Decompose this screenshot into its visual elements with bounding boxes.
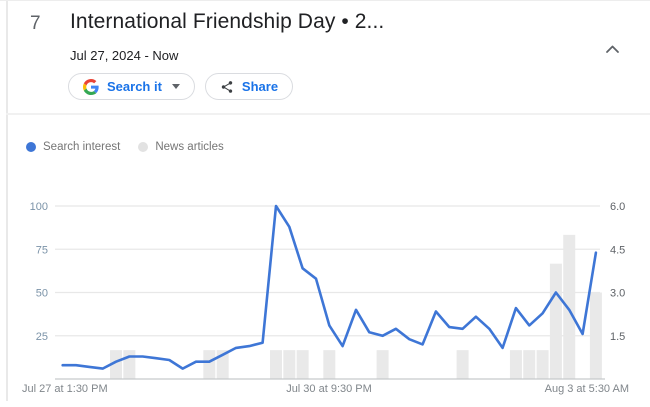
- news-bar: [509, 350, 522, 379]
- chart-area[interactable]: 100 75 50 25 6.0 4.5 3.0 1.5 Jul 27 at 1:30 PM Ju…: [0, 196, 650, 402]
- x-axis-label: Jul 30 at 9:30 PM: [286, 383, 372, 395]
- news-bar: [110, 350, 123, 379]
- search-it-button[interactable]: Search it: [68, 73, 195, 100]
- chevron-up-icon: [605, 45, 619, 53]
- share-icon: [221, 80, 233, 93]
- search-interest-line: [61, 204, 598, 370]
- trend-rank: 7: [30, 13, 41, 34]
- svg-text:50: 50: [36, 288, 48, 300]
- trend-chart: 100 75 50 25 6.0 4.5 3.0 1.5 Jul 27 at 1:30 PM Ju…: [22, 201, 629, 395]
- news-bar: [203, 350, 216, 379]
- news-bar: [549, 263, 562, 379]
- trend-title[interactable]: International Friendship Day • 2...: [70, 10, 385, 33]
- share-label: Share: [241, 79, 279, 94]
- news-bar: [376, 350, 389, 379]
- svg-text:25: 25: [36, 331, 48, 343]
- news-bar: [523, 350, 536, 379]
- news-bar: [563, 234, 576, 379]
- legend-item-search-interest[interactable]: Search interest: [26, 141, 120, 153]
- news-articles-dot: [138, 142, 149, 152]
- search-it-label: Search it: [107, 79, 162, 94]
- svg-text:75: 75: [36, 244, 48, 256]
- chevron-down-icon: [171, 84, 180, 89]
- svg-text:1.5: 1.5: [610, 331, 625, 343]
- legend-item-news-articles[interactable]: News articles: [138, 141, 224, 153]
- news-bar: [323, 350, 336, 379]
- card-left-border: [6, 1, 8, 401]
- search-interest-dot: [26, 142, 36, 152]
- news-bar: [589, 292, 602, 379]
- trend-date-range: Jul 27, 2024 - Now: [70, 48, 179, 63]
- svg-text:100: 100: [30, 201, 48, 213]
- news-bar: [296, 350, 309, 379]
- news-bar: [123, 350, 136, 379]
- action-buttons: Search it Share: [68, 73, 294, 100]
- share-button[interactable]: Share: [204, 73, 294, 100]
- legend-label: Search interest: [43, 141, 121, 153]
- news-bar: [283, 350, 296, 379]
- news-bar: [269, 350, 282, 379]
- news-bar: [456, 350, 469, 379]
- svg-text:6.0: 6.0: [610, 201, 625, 213]
- x-axis-label: Jul 27 at 1:30 PM: [22, 383, 108, 395]
- section-divider: [6, 113, 650, 115]
- news-bar: [536, 350, 549, 379]
- svg-text:3.0: 3.0: [610, 288, 625, 300]
- legend-label: News articles: [155, 141, 224, 153]
- chart-legend: Search interest News articles: [26, 141, 224, 153]
- collapse-button[interactable]: [598, 35, 626, 63]
- x-axis-label: Aug 3 at 5:30 AM: [545, 383, 629, 395]
- svg-text:4.5: 4.5: [610, 244, 625, 256]
- google-g-icon: [83, 78, 99, 95]
